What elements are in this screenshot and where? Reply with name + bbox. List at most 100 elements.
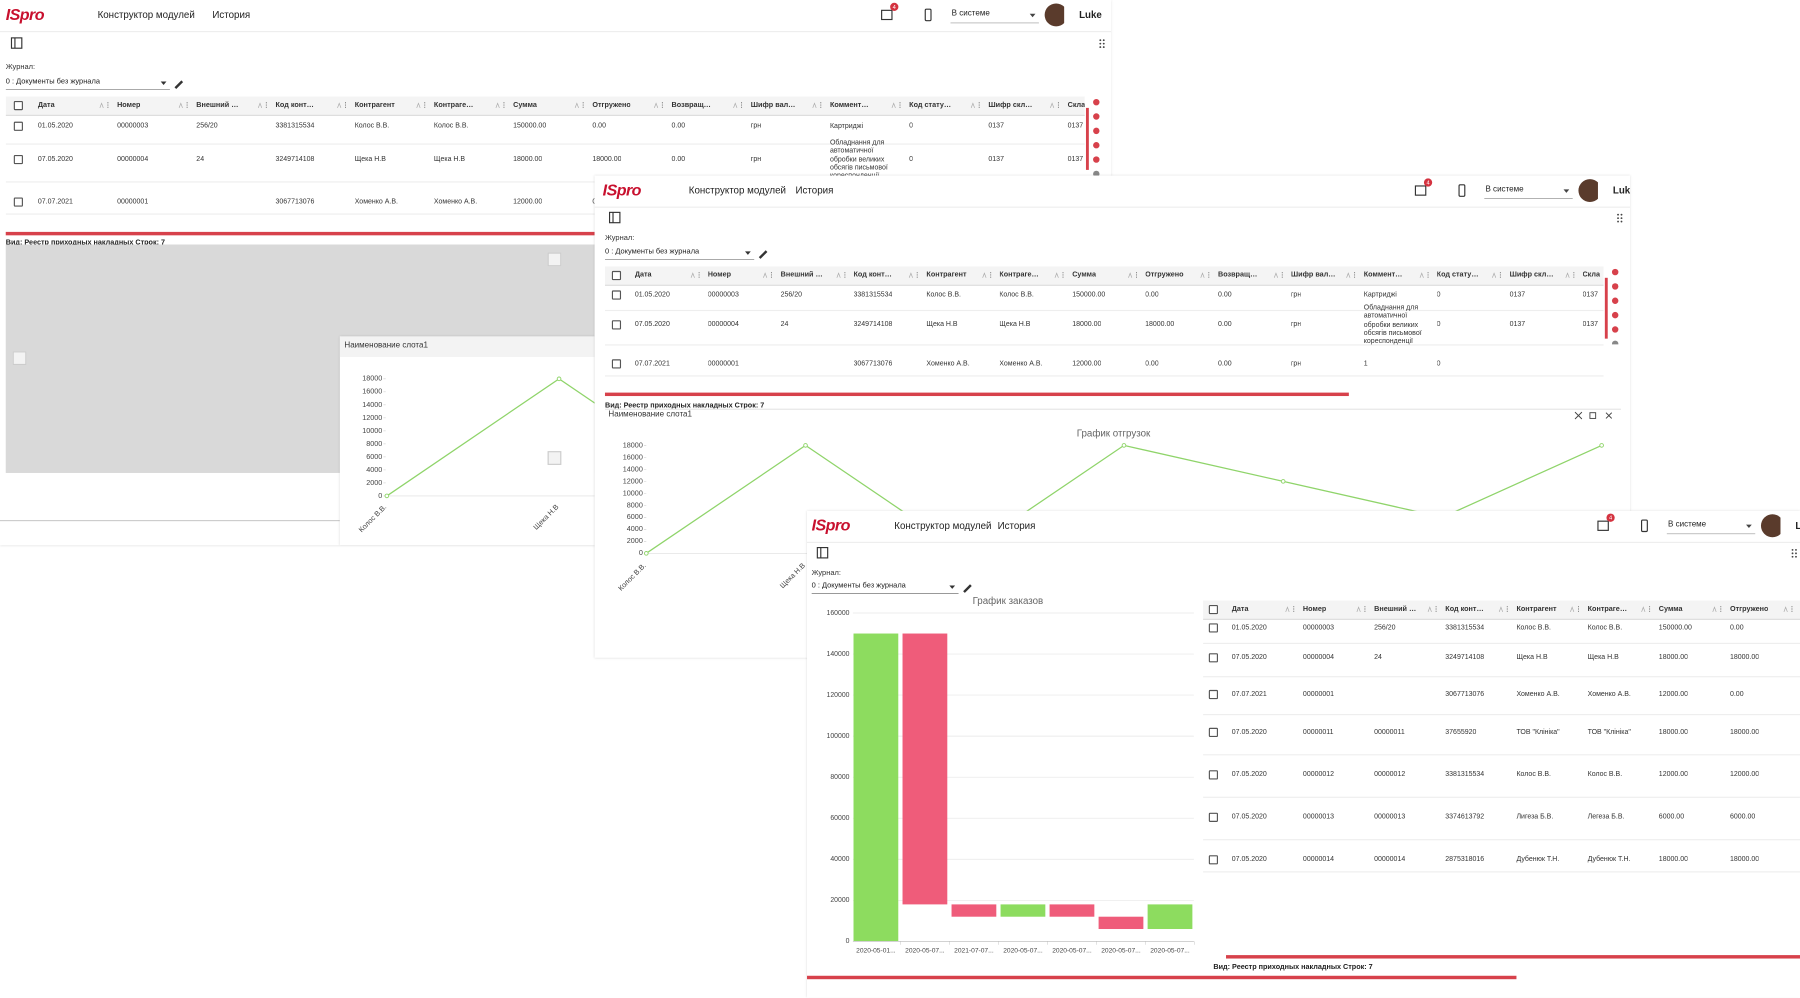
- column-header[interactable]: Внешний …: [780, 270, 823, 280]
- column-header[interactable]: Контрагент: [926, 270, 967, 280]
- nav-item[interactable]: Конструктор модулей: [688, 184, 786, 196]
- journal-select[interactable]: 0 : Документы без журнала: [811, 581, 906, 590]
- column-header[interactable]: Контраге…: [433, 101, 474, 110]
- column-header[interactable]: Номер: [117, 101, 141, 110]
- journal-select[interactable]: 0 : Документы без журнала: [604, 247, 700, 256]
- column-header[interactable]: Контрагент: [1516, 605, 1557, 614]
- column-header[interactable]: Коммент…: [829, 101, 869, 110]
- table-cell: ТОВ "Клініка": [1587, 728, 1631, 737]
- column-header[interactable]: Внешний …: [1374, 605, 1417, 614]
- badge-count: 4: [1426, 181, 1430, 187]
- column-header[interactable]: Сумма: [1072, 270, 1096, 280]
- nav-item[interactable]: История: [795, 184, 834, 196]
- table-cell: 00000001: [707, 359, 739, 368]
- table-cell: 0: [1436, 320, 1441, 329]
- sort-arrow: [981, 272, 986, 278]
- checkbox[interactable]: [1208, 604, 1218, 615]
- y-tick-label: 60000: [830, 815, 849, 822]
- status-select[interactable]: В системе: [951, 9, 990, 18]
- column-header[interactable]: Шифр вал…: [750, 101, 796, 110]
- sort-arrow: [1427, 606, 1432, 612]
- column-header[interactable]: Возвращ…: [1217, 270, 1258, 280]
- table-cell: 0137: [1582, 290, 1599, 299]
- column-header[interactable]: Отгружено: [1729, 605, 1769, 614]
- scrollbar[interactable]: [604, 392, 1349, 396]
- journal-select[interactable]: 0 : Документы без журнала: [5, 77, 100, 87]
- column-header[interactable]: Код стату…: [909, 101, 952, 110]
- menu-dot: [1099, 39, 1102, 42]
- table-cell: 18000.00: [1729, 855, 1760, 864]
- column-header[interactable]: Код конт…: [275, 101, 314, 110]
- column-header[interactable]: Отгружено: [1145, 270, 1184, 280]
- column-header[interactable]: Шифр вал…: [1290, 270, 1336, 280]
- checkbox[interactable]: [611, 290, 622, 300]
- column-header[interactable]: Сумма: [1658, 605, 1683, 614]
- checkbox[interactable]: [1208, 689, 1218, 700]
- column-header[interactable]: Дата: [1231, 605, 1249, 614]
- menu-dot: [1791, 552, 1794, 555]
- table-cell: 150000.00: [1072, 290, 1106, 299]
- column-header[interactable]: Код конт…: [1445, 605, 1484, 614]
- column-header[interactable]: Номер: [707, 270, 732, 280]
- table-cell: 07.05.2020: [634, 320, 670, 329]
- table-cell: 12000.00: [513, 197, 543, 206]
- table-cell: Колос В.В.: [1516, 770, 1551, 779]
- sort-icons: [654, 102, 663, 110]
- column-header[interactable]: Контраге…: [1587, 605, 1628, 614]
- column-header[interactable]: Внешний …: [196, 101, 239, 110]
- checkbox[interactable]: [611, 359, 622, 369]
- table-cell: Щека Н.В: [926, 320, 958, 329]
- sort-icons: [1356, 606, 1366, 614]
- checkbox[interactable]: [611, 270, 622, 281]
- scrollbar[interactable]: [807, 975, 1517, 979]
- status-select[interactable]: В системе: [1667, 520, 1707, 529]
- sort-icons: [337, 102, 346, 110]
- column-header[interactable]: Шифр скл…: [1509, 270, 1554, 280]
- column-header[interactable]: Дата: [634, 270, 652, 280]
- table-cell: грн: [1290, 320, 1302, 329]
- column-header[interactable]: Код стату…: [1436, 270, 1479, 280]
- column-header[interactable]: Скла: [1067, 101, 1085, 110]
- menu-dot: [1795, 555, 1797, 558]
- column-header[interactable]: Возвращ…: [671, 101, 711, 110]
- checkbox[interactable]: [611, 320, 622, 330]
- checkbox[interactable]: [1208, 812, 1218, 822]
- data-table: Дата Номер Внешний … Код конт… Контрагент Кон…: [604, 266, 1604, 393]
- checkbox[interactable]: [1208, 623, 1218, 633]
- checkbox[interactable]: [13, 121, 23, 131]
- checkbox[interactable]: [13, 101, 23, 111]
- bar: [853, 633, 899, 942]
- table-cell: 150000.00: [513, 121, 547, 130]
- y-tick-label: 160000: [827, 610, 850, 617]
- checkbox[interactable]: [1208, 727, 1218, 737]
- checkbox[interactable]: [1208, 770, 1218, 780]
- column-header[interactable]: Дата: [37, 101, 55, 110]
- column-header[interactable]: Отгружено: [592, 101, 631, 110]
- x-tick-label: Щека Н.В: [778, 561, 807, 590]
- column-header[interactable]: Контраге…: [999, 270, 1039, 280]
- nav-item[interactable]: Конструктор модулей: [894, 519, 992, 532]
- column-header[interactable]: Номер: [1302, 605, 1327, 614]
- checkbox[interactable]: [1208, 653, 1218, 663]
- scrollbar[interactable]: [1226, 954, 1800, 958]
- status-select[interactable]: В системе: [1485, 185, 1524, 194]
- scrollbar[interactable]: [5, 231, 595, 235]
- nav-item[interactable]: История: [997, 519, 1036, 532]
- column-header[interactable]: Скла: [1582, 270, 1601, 280]
- sort-arrow: [1273, 272, 1278, 278]
- checkbox[interactable]: [13, 197, 23, 207]
- dropdown-arrow: [1029, 13, 1036, 18]
- column-header[interactable]: Коммент…: [1363, 270, 1403, 280]
- table-cell: Колос В.В.: [433, 121, 469, 130]
- column-header[interactable]: Код конт…: [853, 270, 892, 280]
- column-header[interactable]: Шифр скл…: [988, 101, 1033, 110]
- checkbox[interactable]: [1208, 855, 1218, 865]
- data-table: Дата Номер Внешний … Код конт… Контрагент Кон…: [5, 96, 1085, 233]
- nav-item[interactable]: История: [212, 8, 251, 21]
- sort-icons: [1492, 272, 1501, 279]
- column-header[interactable]: Контрагент: [354, 101, 395, 110]
- nav-item[interactable]: Конструктор модулей: [97, 8, 195, 21]
- checkbox[interactable]: [13, 154, 23, 165]
- column-header[interactable]: Сумма: [513, 101, 537, 110]
- header-icons: 4: [1597, 513, 1781, 538]
